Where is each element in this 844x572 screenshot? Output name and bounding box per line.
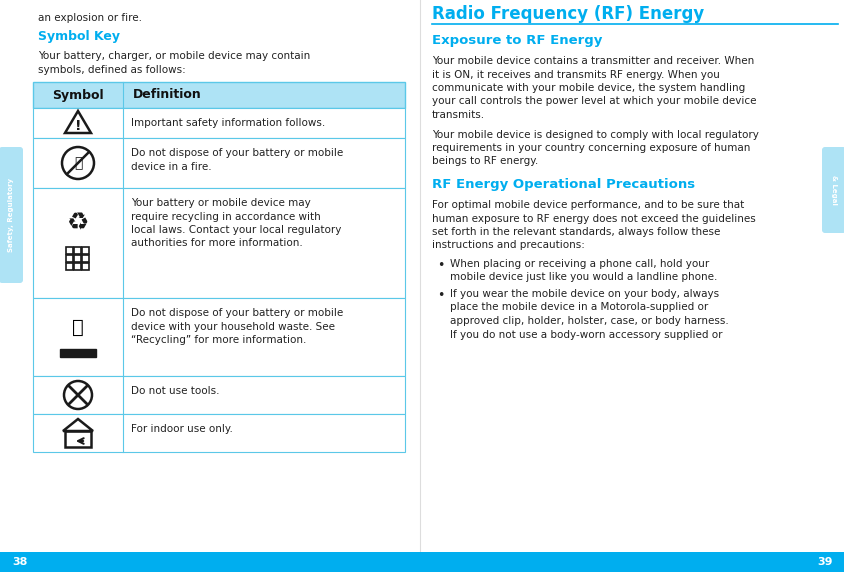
Bar [67, 247, 73, 254]
Text: Do not dispose of your battery or mobile: Do not dispose of your battery or mobile [131, 148, 343, 158]
Text: Your battery or mobile device may: Your battery or mobile device may [131, 198, 311, 208]
Text: your call controls the power level at which your mobile device: your call controls the power level at wh… [431, 97, 755, 106]
Text: Radio Frequency (RF) Energy: Radio Frequency (RF) Energy [431, 5, 703, 23]
Bar [60, 349, 96, 357]
Bar [0, 552, 844, 572]
Text: •: • [436, 259, 444, 272]
Text: requirements in your country concerning exposure of human: requirements in your country concerning … [431, 143, 749, 153]
Circle shape [62, 147, 94, 179]
Text: Exposure to RF Energy: Exposure to RF Energy [431, 34, 602, 47]
Text: Your battery, charger, or mobile device may contain: Your battery, charger, or mobile device … [38, 51, 310, 61]
Bar [33, 108, 404, 138]
Bar [74, 263, 81, 270]
Text: ✋: ✋ [73, 156, 82, 170]
Text: Your mobile device is designed to comply with local regulatory: Your mobile device is designed to comply… [431, 129, 758, 140]
Text: Important safety information follows.: Important safety information follows. [131, 118, 325, 128]
Text: Symbol Key: Symbol Key [38, 30, 120, 43]
Bar [83, 263, 89, 270]
Bar [67, 255, 73, 262]
Text: RF Energy Operational Precautions: RF Energy Operational Precautions [431, 178, 695, 191]
Bar [33, 188, 404, 298]
Bar [74, 247, 81, 254]
Text: If you wear the mobile device on your body, always: If you wear the mobile device on your bo… [450, 289, 718, 299]
Text: & Legal: & Legal [830, 175, 836, 205]
Text: ♻: ♻ [67, 211, 89, 235]
Text: For optimal mobile device performance, and to be sure that: For optimal mobile device performance, a… [431, 200, 744, 210]
Text: instructions and precautions:: instructions and precautions: [431, 240, 584, 251]
Text: an explosion or fire.: an explosion or fire. [38, 13, 142, 23]
Text: Do not dispose of your battery or mobile: Do not dispose of your battery or mobile [131, 308, 343, 318]
Bar [65, 431, 91, 447]
Text: approved clip, holder, holster, case, or body harness.: approved clip, holder, holster, case, or… [450, 316, 728, 326]
Text: local laws. Contact your local regulatory: local laws. Contact your local regulator… [131, 225, 341, 235]
Text: it is ON, it receives and transmits RF energy. When you: it is ON, it receives and transmits RF e… [431, 70, 719, 80]
Text: mobile device just like you would a landline phone.: mobile device just like you would a land… [450, 272, 717, 283]
Text: For indoor use only.: For indoor use only. [131, 424, 233, 434]
Text: device with your household waste. See: device with your household waste. See [131, 321, 334, 332]
Text: Symbol: Symbol [52, 89, 104, 101]
Text: Safety, Regulatory: Safety, Regulatory [8, 178, 14, 252]
Text: require recycling in accordance with: require recycling in accordance with [131, 212, 321, 221]
Text: •: • [436, 289, 444, 302]
Bar [33, 138, 404, 188]
Text: place the mobile device in a Motorola-supplied or: place the mobile device in a Motorola-su… [450, 303, 707, 312]
Bar [83, 255, 89, 262]
Text: authorities for more information.: authorities for more information. [131, 239, 302, 248]
Text: 39: 39 [816, 557, 832, 567]
Bar [74, 255, 81, 262]
Text: transmits.: transmits. [431, 110, 484, 120]
Text: !: ! [74, 119, 81, 133]
Text: Definition: Definition [133, 89, 202, 101]
Bar [33, 414, 404, 452]
Circle shape [64, 381, 92, 409]
Text: 38: 38 [13, 557, 28, 567]
Text: Your mobile device contains a transmitter and receiver. When: Your mobile device contains a transmitte… [431, 56, 754, 66]
Text: “Recycling” for more information.: “Recycling” for more information. [131, 335, 306, 345]
Text: human exposure to RF energy does not exceed the guidelines: human exposure to RF energy does not exc… [431, 213, 755, 224]
Text: device in a fire.: device in a fire. [131, 161, 211, 172]
FancyBboxPatch shape [821, 147, 844, 233]
Text: When placing or receiving a phone call, hold your: When placing or receiving a phone call, … [450, 259, 708, 269]
Bar [33, 376, 404, 414]
Text: set forth in the relevant standards, always follow these: set forth in the relevant standards, alw… [431, 227, 720, 237]
Text: 🗑: 🗑 [72, 317, 84, 336]
FancyBboxPatch shape [0, 147, 23, 283]
Bar [33, 298, 404, 376]
Bar [67, 263, 73, 270]
Bar [83, 247, 89, 254]
Text: symbols, defined as follows:: symbols, defined as follows: [38, 65, 186, 75]
Bar [33, 82, 404, 108]
Text: communicate with your mobile device, the system handling: communicate with your mobile device, the… [431, 83, 744, 93]
Text: Do not use tools.: Do not use tools. [131, 386, 219, 396]
Text: If you do not use a body-worn accessory supplied or: If you do not use a body-worn accessory … [450, 329, 722, 340]
Text: beings to RF energy.: beings to RF energy. [431, 157, 538, 166]
